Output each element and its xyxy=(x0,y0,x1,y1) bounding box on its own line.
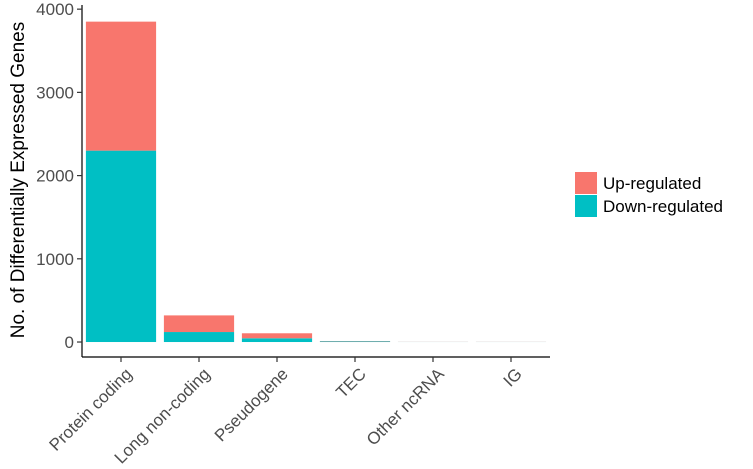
y-tick-label: 4000 xyxy=(36,0,74,19)
bar-down-regulated-protein-coding xyxy=(86,151,156,342)
x-tick-label: IG xyxy=(500,364,526,390)
bar-down-regulated-pseudogene xyxy=(242,338,312,342)
y-axis-ticks: 0 1000 2000 3000 4000 xyxy=(36,0,82,352)
bars-group xyxy=(86,22,546,342)
bar-down-regulated-tec xyxy=(320,341,390,342)
bar-up-regulated-pseudogene xyxy=(242,333,312,338)
legend-key xyxy=(575,172,597,194)
y-axis-label: No. of Differentially Expressed Genes xyxy=(8,22,29,338)
bar-down-regulated-long-non-coding xyxy=(164,332,234,342)
legend: Up-regulated Down-regulated xyxy=(575,172,723,217)
legend-label: Up-regulated xyxy=(603,174,701,193)
x-tick-label: Other ncRNA xyxy=(363,364,448,449)
y-tick-label: 1000 xyxy=(36,250,74,269)
bar-up-regulated-long-non-coding xyxy=(164,315,234,332)
y-tick-label: 2000 xyxy=(36,167,74,186)
x-tick-label: TEC xyxy=(332,364,369,401)
y-tick-label: 0 xyxy=(65,333,74,352)
y-tick-label: 3000 xyxy=(36,83,74,102)
legend-key xyxy=(575,195,597,217)
x-tick-label: Pseudogene xyxy=(211,364,292,445)
bar-up-regulated-protein-coding xyxy=(86,22,156,151)
legend-label: Down-regulated xyxy=(603,197,723,216)
